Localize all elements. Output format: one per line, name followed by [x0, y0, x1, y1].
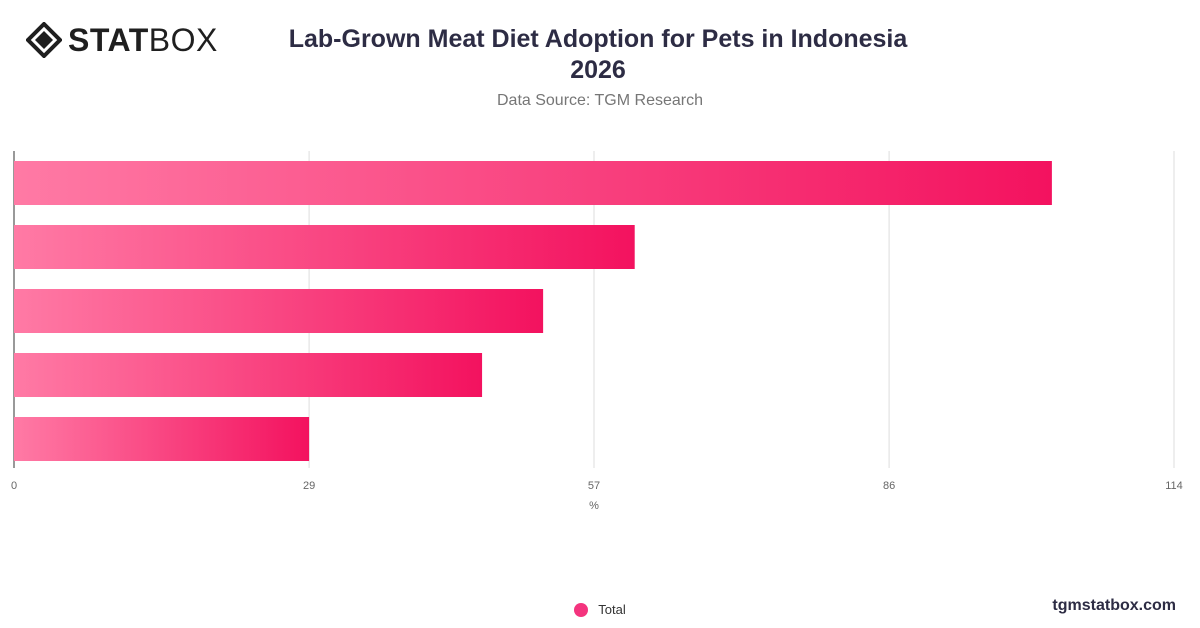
x-tick-label: 29 — [303, 480, 315, 492]
bars — [14, 161, 1052, 461]
statbox-logo: STATBOX — [26, 22, 218, 58]
bar-chart: 0 29 57 86 114 % — [11, 151, 1183, 512]
x-axis-label: % — [589, 500, 599, 512]
footer-url[interactable]: tgmstatbox.com — [1052, 597, 1176, 614]
bar[interactable] — [14, 353, 483, 397]
logo-text: STATBOX — [68, 22, 218, 58]
x-axis-ticks: 0 29 57 86 114 — [11, 480, 1183, 492]
legend-label-total: Total — [598, 602, 626, 617]
chart-title-line1: Lab-Grown Meat Diet Adoption for Pets in… — [288, 25, 908, 53]
bar[interactable] — [14, 161, 1052, 205]
bar[interactable] — [14, 289, 544, 333]
x-tick-label: 0 — [11, 480, 17, 492]
bar[interactable] — [14, 225, 635, 269]
chart-title: Lab-Grown Meat Diet Adoption for Pets in… — [200, 24, 996, 86]
chart-title-line2: 2026 — [570, 56, 626, 84]
bar[interactable] — [14, 417, 310, 461]
legend-marker — [574, 602, 589, 617]
chart-subtitle: Data Source: TGM Research — [496, 92, 703, 109]
x-tick-label: 86 — [883, 480, 895, 492]
legend[interactable]: Total — [0, 602, 1200, 617]
x-tick-label: 114 — [1165, 480, 1183, 492]
diamond-logo-icon — [26, 22, 62, 58]
x-tick-label: 57 — [588, 480, 600, 492]
